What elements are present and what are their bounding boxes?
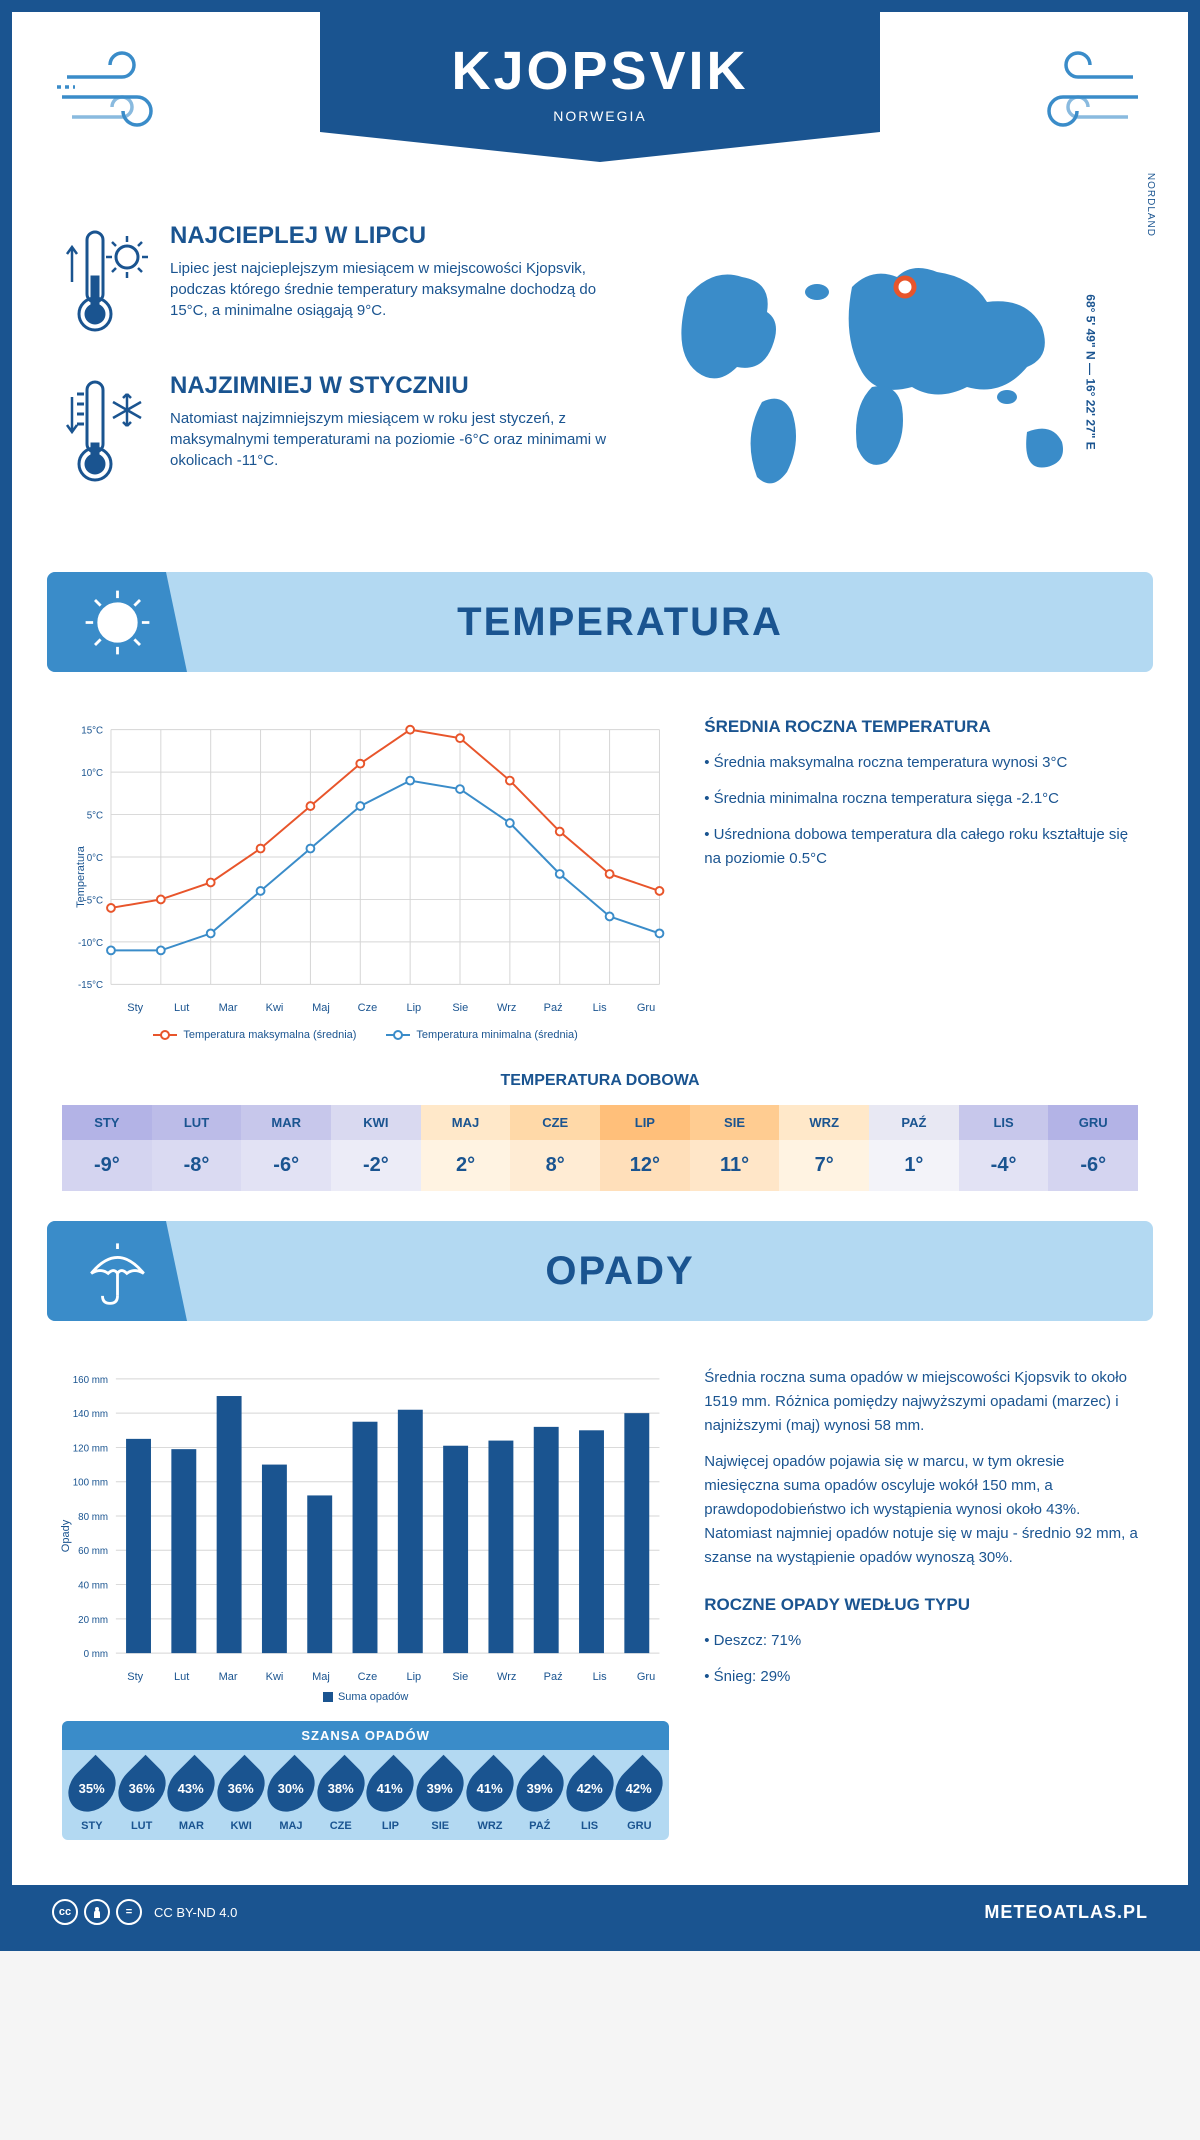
site-name: METEOATLAS.PL	[984, 1902, 1148, 1923]
fact-cold-text: Natomiast najzimniejszym miesiącem w rok…	[170, 408, 615, 471]
svg-text:10°C: 10°C	[81, 768, 103, 779]
coordinates-label: 68° 5' 49" N — 16° 22' 27" E	[1083, 294, 1097, 449]
rain-drop: 42% GRU	[617, 1762, 661, 1832]
fact-warm-text: Lipiec jest najcieplejszym miesiącem w m…	[170, 258, 615, 321]
svg-text:0°C: 0°C	[87, 853, 103, 864]
temp-column: CZE 8°	[510, 1105, 600, 1191]
footer: cc = CC BY-ND 4.0 METEOATLAS.PL	[12, 1885, 1188, 1939]
temp-column: STY -9°	[62, 1105, 152, 1191]
temp-column: MAJ 2°	[421, 1105, 511, 1191]
temp-column: PAŹ 1°	[869, 1105, 959, 1191]
temp-column: KWI -2°	[331, 1105, 421, 1191]
thermometer-snow-icon	[62, 372, 152, 497]
legend-max: Temperatura maksymalna (średnia)	[183, 1029, 356, 1041]
section-header-precipitation: OPADY	[47, 1221, 1153, 1321]
temperature-line-chart: Temperatura -15°C-10°C-5°C0°C5°C10°C15°C…	[62, 717, 669, 1037]
temperature-summary: ŚREDNIA ROCZNA TEMPERATURA Średnia maksy…	[704, 717, 1138, 1037]
rain-drop: 43% MAR	[170, 1762, 214, 1832]
rain-drop: 30% MAJ	[269, 1762, 313, 1832]
svg-text:-10°C: -10°C	[78, 938, 103, 949]
rain-drop: 39% SIE	[418, 1762, 462, 1832]
fact-warmest: NAJCIEPLEJ W LIPCU Lipiec jest najcieple…	[62, 222, 615, 347]
daily-temperature-table: TEMPERATURA DOBOWA STY -9° LUT -8° MAR -…	[62, 1072, 1138, 1191]
fact-cold-title: NAJZIMNIEJ W STYCZNIU	[170, 372, 615, 400]
city-title: KJOPSVIK	[320, 40, 880, 102]
temp-column: WRZ 7°	[779, 1105, 869, 1191]
title-banner: KJOPSVIK NORWEGIA	[320, 12, 880, 162]
y-axis-label: Opady	[60, 1520, 72, 1552]
precipitation-bar-chart: Opady 0 mm 20 mm 40 mm 60 mm 80 mm 100 mm 120 …	[62, 1366, 669, 1840]
precip-paragraph-2: Najwięcej opadów pojawia się w marcu, w …	[704, 1450, 1138, 1570]
nd-icon: =	[116, 1899, 142, 1925]
rain-drop: 42% LIS	[568, 1762, 612, 1832]
svg-text:60 mm: 60 mm	[78, 1546, 108, 1557]
temp-column: LIS -4°	[959, 1105, 1049, 1191]
svg-text:-15°C: -15°C	[78, 980, 103, 991]
rain-drop: 39% PAŹ	[518, 1762, 562, 1832]
section-title: TEMPERATURA	[187, 600, 1153, 645]
fact-warm-title: NAJCIEPLEJ W LIPCU	[170, 222, 615, 250]
infographic-page: KJOPSVIK NORWEGIA	[0, 0, 1200, 1951]
sun-icon	[47, 572, 187, 672]
legend-min: Temperatura minimalna (średnia)	[416, 1029, 577, 1041]
rain-drop: 36% LUT	[120, 1762, 164, 1832]
precipitation-summary: Średnia roczna suma opadów w miejscowośc…	[704, 1366, 1138, 1840]
temperature-content: Temperatura -15°C-10°C-5°C0°C5°C10°C15°C…	[12, 692, 1188, 1062]
wind-icon	[1013, 42, 1143, 147]
svg-text:5°C: 5°C	[87, 810, 103, 821]
temp-column: LUT -8°	[152, 1105, 242, 1191]
precip-type-item: Deszcz: 71%	[704, 1629, 1138, 1653]
section-header-temperature: TEMPERATURA	[47, 572, 1153, 672]
map-column: NORDLAND 68° 5' 49" N — 16° 22' 27" E	[635, 222, 1138, 522]
temp-column: MAR -6°	[241, 1105, 331, 1191]
temp-column: SIE 11°	[690, 1105, 780, 1191]
precip-paragraph-1: Średnia roczna suma opadów w miejscowośc…	[704, 1366, 1138, 1438]
y-axis-label: Temperatura	[75, 846, 87, 908]
svg-text:140 mm: 140 mm	[73, 1409, 108, 1420]
svg-text:100 mm: 100 mm	[73, 1478, 108, 1489]
rain-drop: 41% LIP	[369, 1762, 413, 1832]
rain-drop: 41% WRZ	[468, 1762, 512, 1832]
world-map-icon	[657, 242, 1117, 502]
chart-legend: Temperatura maksymalna (średnia) Tempera…	[62, 1029, 669, 1041]
daily-temp-title: TEMPERATURA DOBOWA	[62, 1072, 1138, 1090]
svg-text:15°C: 15°C	[81, 726, 103, 737]
license-info: cc = CC BY-ND 4.0	[52, 1899, 237, 1925]
section-title: OPADY	[187, 1249, 1153, 1294]
precip-type-item: Śnieg: 29%	[704, 1665, 1138, 1689]
region-label: NORDLAND	[1145, 173, 1156, 237]
rain-drop: 35% STY	[70, 1762, 114, 1832]
precipitation-content: Opady 0 mm 20 mm 40 mm 60 mm 80 mm 100 mm 120 …	[12, 1341, 1188, 1865]
cc-icon: cc	[52, 1899, 78, 1925]
intro-row: NAJCIEPLEJ W LIPCU Lipiec jest najcieple…	[12, 212, 1188, 552]
wind-icon	[57, 42, 187, 147]
temp-column: GRU -6°	[1048, 1105, 1138, 1191]
header: KJOPSVIK NORWEGIA	[12, 12, 1188, 212]
svg-text:20 mm: 20 mm	[78, 1615, 108, 1626]
license-text: CC BY-ND 4.0	[154, 1905, 237, 1920]
svg-text:0 mm: 0 mm	[84, 1649, 108, 1660]
rain-chance-title: SZANSA OPADÓW	[62, 1721, 669, 1750]
by-icon	[84, 1899, 110, 1925]
summary-item: Uśredniona dobowa temperatura dla całego…	[704, 823, 1138, 871]
thermometer-sun-icon	[62, 222, 152, 347]
summary-item: Średnia maksymalna roczna temperatura wy…	[704, 751, 1138, 775]
rain-chance-panel: SZANSA OPADÓW 35% STY 36% LUT 43% MAR 36…	[62, 1721, 669, 1840]
facts-column: NAJCIEPLEJ W LIPCU Lipiec jest najcieple…	[62, 222, 615, 522]
svg-text:40 mm: 40 mm	[78, 1580, 108, 1591]
umbrella-icon	[47, 1221, 187, 1321]
bar-legend: Suma opadów	[62, 1691, 669, 1703]
svg-text:120 mm: 120 mm	[73, 1443, 108, 1454]
svg-text:160 mm: 160 mm	[73, 1375, 108, 1386]
summary-title: ŚREDNIA ROCZNA TEMPERATURA	[704, 717, 1138, 737]
country-subtitle: NORWEGIA	[320, 108, 880, 124]
precip-type-title: ROCZNE OPADY WEDŁUG TYPU	[704, 1595, 1138, 1615]
rain-drop: 38% CZE	[319, 1762, 363, 1832]
summary-item: Średnia minimalna roczna temperatura się…	[704, 787, 1138, 811]
temp-column: LIP 12°	[600, 1105, 690, 1191]
svg-text:80 mm: 80 mm	[78, 1512, 108, 1523]
rain-drop: 36% KWI	[219, 1762, 263, 1832]
fact-coldest: NAJZIMNIEJ W STYCZNIU Natomiast najzimni…	[62, 372, 615, 497]
